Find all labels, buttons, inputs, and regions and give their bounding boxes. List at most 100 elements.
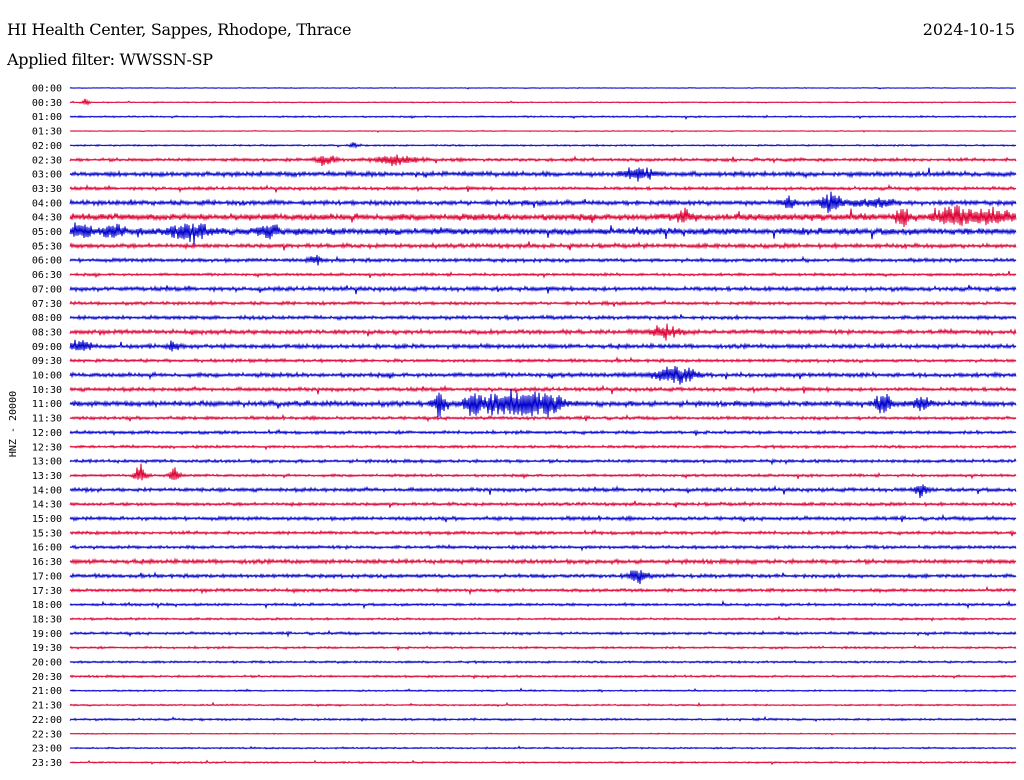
- row-time-label: 13:30: [32, 471, 62, 482]
- trace-row-0330: [69, 183, 1017, 194]
- row-time-label: 05:30: [32, 241, 62, 252]
- row-time-label: 18:00: [32, 600, 62, 611]
- trace-row-2030: [69, 674, 1017, 680]
- trace-row-0730: [69, 299, 1017, 307]
- row-time-label: 12:30: [32, 442, 62, 453]
- trace-row-1700: [69, 570, 1017, 585]
- trace-row-1830: [69, 615, 1017, 622]
- trace-row-0230: [69, 154, 1017, 167]
- trace-row-1330: [69, 463, 1017, 481]
- row-time-label: 03:00: [32, 170, 62, 181]
- row-time-label: 17:30: [32, 586, 62, 597]
- row-time-label: 01:30: [32, 127, 62, 138]
- row-time-label: 16:00: [32, 543, 62, 554]
- trace-row-0600: [69, 254, 1017, 266]
- row-time-label: 09:30: [32, 356, 62, 367]
- row-time-label: 22:00: [32, 715, 62, 726]
- trace-row-0430: [69, 204, 1017, 228]
- row-time-label: 04:30: [32, 213, 62, 224]
- trace-row-2200: [69, 715, 1017, 723]
- row-time-label: 19:00: [32, 629, 62, 640]
- trace-row-1030: [69, 384, 1017, 395]
- trace-row-2300: [69, 745, 1017, 750]
- trace-row-1730: [69, 585, 1017, 596]
- trace-row-1900: [69, 629, 1017, 638]
- row-time-label: 07:00: [32, 284, 62, 295]
- trace-row-0630: [69, 270, 1017, 279]
- row-time-label: 11:30: [32, 414, 62, 425]
- trace-row-1800: [69, 599, 1017, 610]
- trace-row-0700: [69, 284, 1017, 295]
- trace-row-1530: [69, 528, 1017, 537]
- row-time-label: 09:00: [32, 342, 62, 353]
- row-time-label: 13:00: [32, 457, 62, 468]
- trace-row-0830: [69, 323, 1017, 341]
- row-time-label: 14:30: [32, 500, 62, 511]
- row-time-label: 01:00: [32, 112, 62, 123]
- channel-label: HNZ - 20000: [8, 391, 19, 457]
- row-time-label: 06:00: [32, 256, 62, 267]
- trace-row-0900: [69, 339, 1017, 352]
- row-time-label: 08:00: [32, 313, 62, 324]
- trace-row-0300: [69, 167, 1017, 182]
- row-time-label: 15:00: [32, 514, 62, 525]
- row-time-label: 14:00: [32, 485, 62, 496]
- row-time-label: 22:30: [32, 729, 62, 740]
- trace-row-2100: [69, 687, 1017, 693]
- trace-row-1930: [69, 644, 1017, 652]
- trace-row-0100: [69, 114, 1017, 120]
- row-time-label: 08:30: [32, 327, 62, 338]
- row-time-label: 19:30: [32, 643, 62, 654]
- row-time-label: 10:00: [32, 371, 62, 382]
- row-time-label: 02:00: [32, 141, 62, 152]
- trace-row-2230: [69, 732, 1017, 736]
- row-time-label: 23:30: [32, 758, 62, 769]
- row-time-label: 11:00: [32, 399, 62, 410]
- trace-row-0200: [69, 142, 1017, 149]
- row-time-label: 04:00: [32, 198, 62, 209]
- helicorder-rows: 00:00 00:30 01:00 01:30 02:00 02:30 03:00 03:30…: [32, 84, 1017, 769]
- row-time-label: 02:30: [32, 155, 62, 166]
- trace-row-0030: [69, 98, 1017, 107]
- trace-row-1630: [69, 557, 1017, 566]
- trace-row-2000: [69, 659, 1017, 665]
- trace-row-1430: [69, 500, 1017, 508]
- row-time-label: 05:00: [32, 227, 62, 238]
- trace-row-0800: [69, 313, 1017, 322]
- trace-row-1600: [69, 543, 1017, 552]
- trace-row-0000: [69, 86, 1017, 90]
- row-time-label: 21:00: [32, 686, 62, 697]
- row-time-label: 07:30: [32, 299, 62, 310]
- row-time-label: 16:30: [32, 557, 62, 568]
- trace-row-1230: [69, 443, 1017, 451]
- trace-row-0530: [69, 241, 1017, 251]
- date-label: 2024-10-15: [922, 20, 1015, 39]
- row-time-label: 10:30: [32, 385, 62, 396]
- trace-row-1500: [69, 513, 1017, 523]
- row-time-label: 17:00: [32, 571, 62, 582]
- row-time-label: 23:00: [32, 744, 62, 755]
- station-title: HI Health Center, Sappes, Rhodope, Thrac…: [7, 20, 352, 39]
- trace-row-1300: [69, 458, 1017, 466]
- row-time-label: 15:30: [32, 528, 62, 539]
- trace-row-1200: [69, 428, 1017, 437]
- row-time-label: 00:30: [32, 98, 62, 109]
- trace-row-1100: [69, 388, 1017, 418]
- trace-row-1000: [69, 365, 1017, 385]
- row-time-label: 03:30: [32, 184, 62, 195]
- trace-row-0130: [69, 129, 1017, 133]
- trace-row-1130: [69, 413, 1017, 423]
- trace-row-0930: [69, 356, 1017, 364]
- trace-row-0500: [69, 222, 1017, 245]
- row-time-label: 21:30: [32, 701, 62, 712]
- filter-label: Applied filter: WWSSN-SP: [7, 50, 213, 69]
- row-time-label: 12:00: [32, 428, 62, 439]
- trace-row-2330: [69, 759, 1017, 766]
- trace-row-0400: [69, 191, 1017, 214]
- row-time-label: 20:30: [32, 672, 62, 683]
- trace-row-2130: [69, 701, 1017, 708]
- row-time-label: 20:00: [32, 658, 62, 669]
- row-time-label: 18:30: [32, 614, 62, 625]
- row-time-label: 00:00: [32, 84, 62, 95]
